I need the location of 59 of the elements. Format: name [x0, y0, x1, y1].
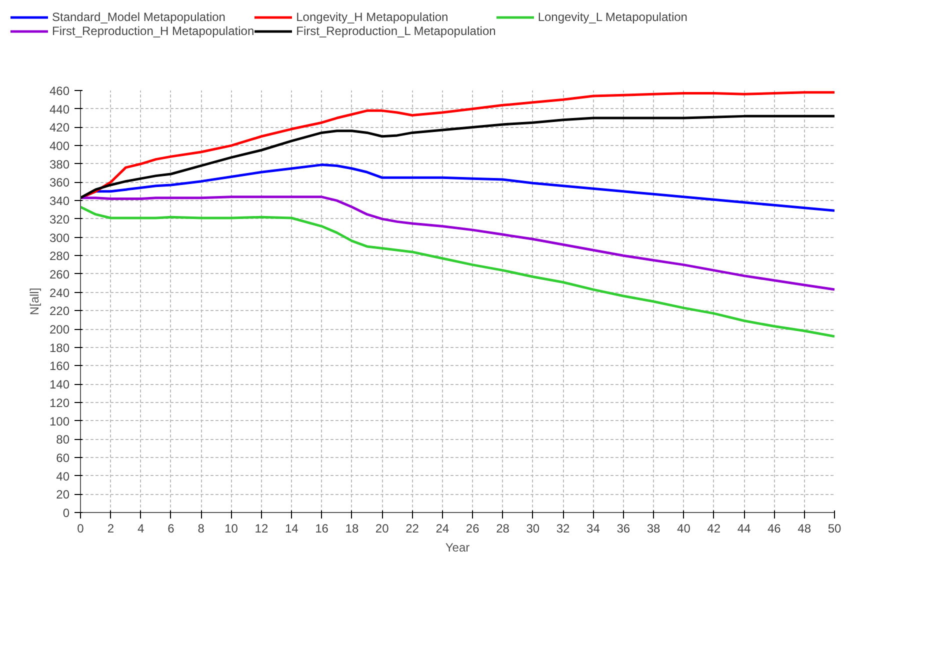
- x-tick-label: 30: [526, 522, 540, 536]
- y-tick-label: 340: [49, 194, 70, 208]
- y-tick-label: 360: [49, 176, 70, 190]
- x-tick-label: 8: [198, 522, 205, 536]
- x-tick-label: 20: [375, 522, 390, 536]
- y-tick-label: 380: [49, 157, 70, 172]
- x-tick-label: 10: [224, 522, 238, 536]
- y-tick-label: 20: [56, 488, 70, 502]
- y-tick-label: 320: [49, 212, 70, 226]
- y-tick-label: 100: [49, 414, 70, 428]
- x-tick-label: 44: [737, 522, 752, 536]
- y-tick-label: 60: [56, 450, 70, 465]
- y-tick-label: 0: [62, 506, 70, 520]
- y-tick-label: 460: [49, 84, 70, 98]
- legend-label: First_Reproduction_L Metapopulation: [296, 24, 496, 38]
- x-tick-label: 4: [137, 522, 144, 536]
- y-tick-label: 120: [49, 396, 70, 410]
- x-tick-label: 18: [345, 522, 359, 536]
- x-tick-label: 14: [284, 522, 299, 536]
- line-series: [80, 206, 834, 338]
- x-tick-label: 28: [496, 522, 510, 536]
- y-tick-label: 200: [49, 322, 70, 337]
- y-tick-label: 260: [49, 267, 70, 282]
- y-tick-label: 40: [56, 469, 70, 484]
- y-axis-title: N[all]: [27, 288, 42, 316]
- x-tick-label: 16: [315, 522, 329, 536]
- y-tick-label: 180: [49, 340, 70, 355]
- legend-label: Longevity_L Metapopulation: [538, 10, 688, 24]
- legend-label: Standard_Model Metapopulation: [52, 10, 226, 24]
- y-tick-label: 420: [49, 120, 70, 135]
- y-tick-label: 240: [49, 286, 70, 300]
- y-tick-label: 400: [49, 139, 70, 154]
- x-tick-label: 12: [254, 522, 268, 536]
- y-tick-label: 300: [49, 230, 70, 245]
- legend-label: First_Reproduction_H Metapopulation: [52, 24, 254, 38]
- legend-label: Longevity_H Metapopulation: [296, 10, 448, 24]
- x-tick-label: 22: [406, 522, 420, 536]
- x-tick-label: 50: [828, 522, 842, 536]
- x-tick-label: 38: [646, 522, 661, 536]
- y-tick-label: 280: [49, 249, 70, 264]
- x-tick-label: 46: [768, 522, 782, 536]
- line-series: [80, 196, 834, 291]
- y-tick-label: 140: [49, 378, 70, 392]
- x-tick-label: 24: [436, 522, 450, 536]
- x-axis-title: Year: [445, 540, 470, 554]
- x-tick-label: 2: [107, 522, 114, 536]
- y-tick-label: 160: [49, 359, 70, 374]
- y-tick-label: 80: [56, 432, 70, 447]
- x-tick-label: 6: [168, 522, 175, 536]
- x-tick-label: 42: [707, 522, 721, 536]
- x-tick-label: 34: [586, 522, 600, 536]
- y-tick-label: 440: [49, 102, 70, 116]
- x-tick-label: 0: [77, 522, 84, 536]
- x-tick-label: 48: [798, 522, 812, 536]
- x-tick-label: 32: [556, 522, 570, 536]
- y-tick-label: 220: [49, 304, 70, 318]
- x-tick-label: 26: [466, 522, 480, 536]
- x-tick-label: 40: [677, 522, 691, 536]
- x-tick-label: 36: [616, 522, 630, 536]
